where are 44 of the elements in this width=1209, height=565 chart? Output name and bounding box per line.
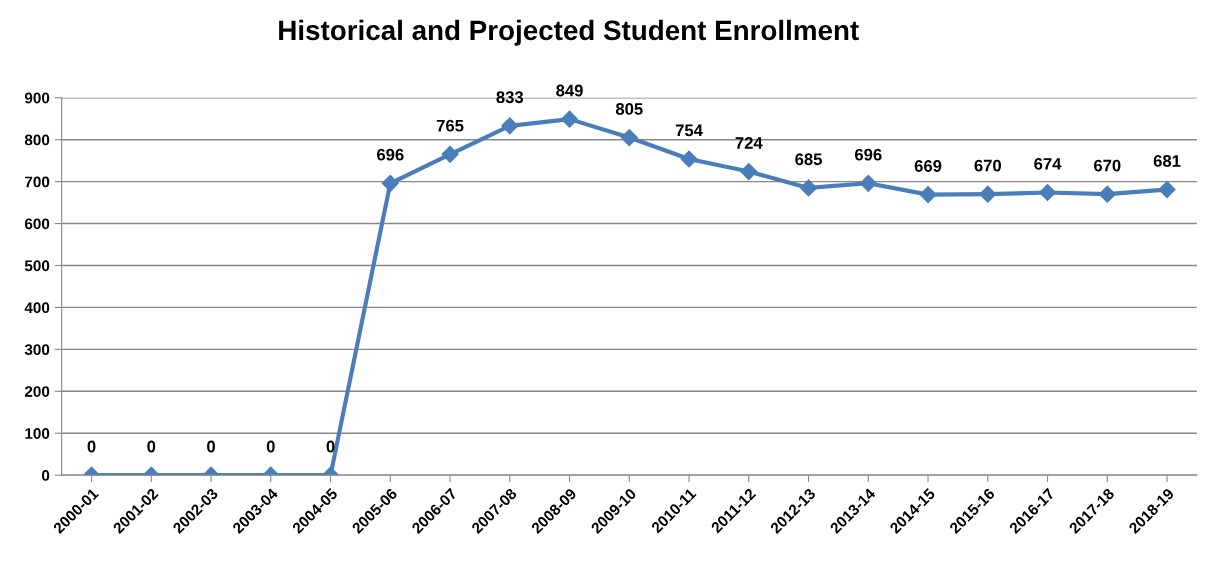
data-label: 696 <box>376 148 404 161</box>
data-label: 754 <box>675 124 703 137</box>
y-tick-label: 900 <box>24 92 50 104</box>
data-label: 685 <box>795 153 822 166</box>
data-label: 674 <box>1034 157 1062 170</box>
point <box>1158 181 1176 199</box>
data-label: 670 <box>974 159 1002 172</box>
y-tick-label: 600 <box>24 218 50 230</box>
y-tick-label: 100 <box>25 428 50 439</box>
data-label: 669 <box>914 160 942 172</box>
point <box>560 110 579 128</box>
data-label: 696 <box>854 148 882 161</box>
point <box>1098 185 1116 203</box>
point <box>740 162 758 181</box>
data-label: 805 <box>615 103 643 115</box>
y-tick-label: 700 <box>25 176 50 188</box>
data-label: 724 <box>735 137 763 149</box>
point <box>919 186 937 204</box>
point <box>441 145 459 163</box>
point <box>979 185 997 203</box>
data-label: 0 <box>207 440 215 453</box>
point <box>680 150 698 168</box>
data-label: 833 <box>496 91 524 104</box>
point <box>799 179 818 197</box>
data-label: 849 <box>556 84 583 97</box>
y-tick-label: 400 <box>24 302 50 314</box>
chart-title: Historical and Projected Student Enrollment <box>279 19 859 46</box>
y-tick-label: 800 <box>24 134 50 146</box>
data-label: 0 <box>326 440 335 453</box>
y-tick-label: 300 <box>24 344 50 356</box>
data-label: 670 <box>1093 159 1121 172</box>
point <box>620 129 638 147</box>
point <box>859 174 877 192</box>
point <box>501 117 519 135</box>
y-tick-label: 500 <box>24 260 50 272</box>
y-tick-label: 200 <box>24 386 50 397</box>
point <box>1038 183 1057 202</box>
data-label: 0 <box>266 440 275 453</box>
point <box>381 174 399 192</box>
y-tick-label: 0 <box>41 470 50 481</box>
data-label: 0 <box>147 440 156 453</box>
data-label: 765 <box>436 119 464 132</box>
data-label: 681 <box>1153 155 1181 167</box>
data-label: 0 <box>87 440 96 453</box>
